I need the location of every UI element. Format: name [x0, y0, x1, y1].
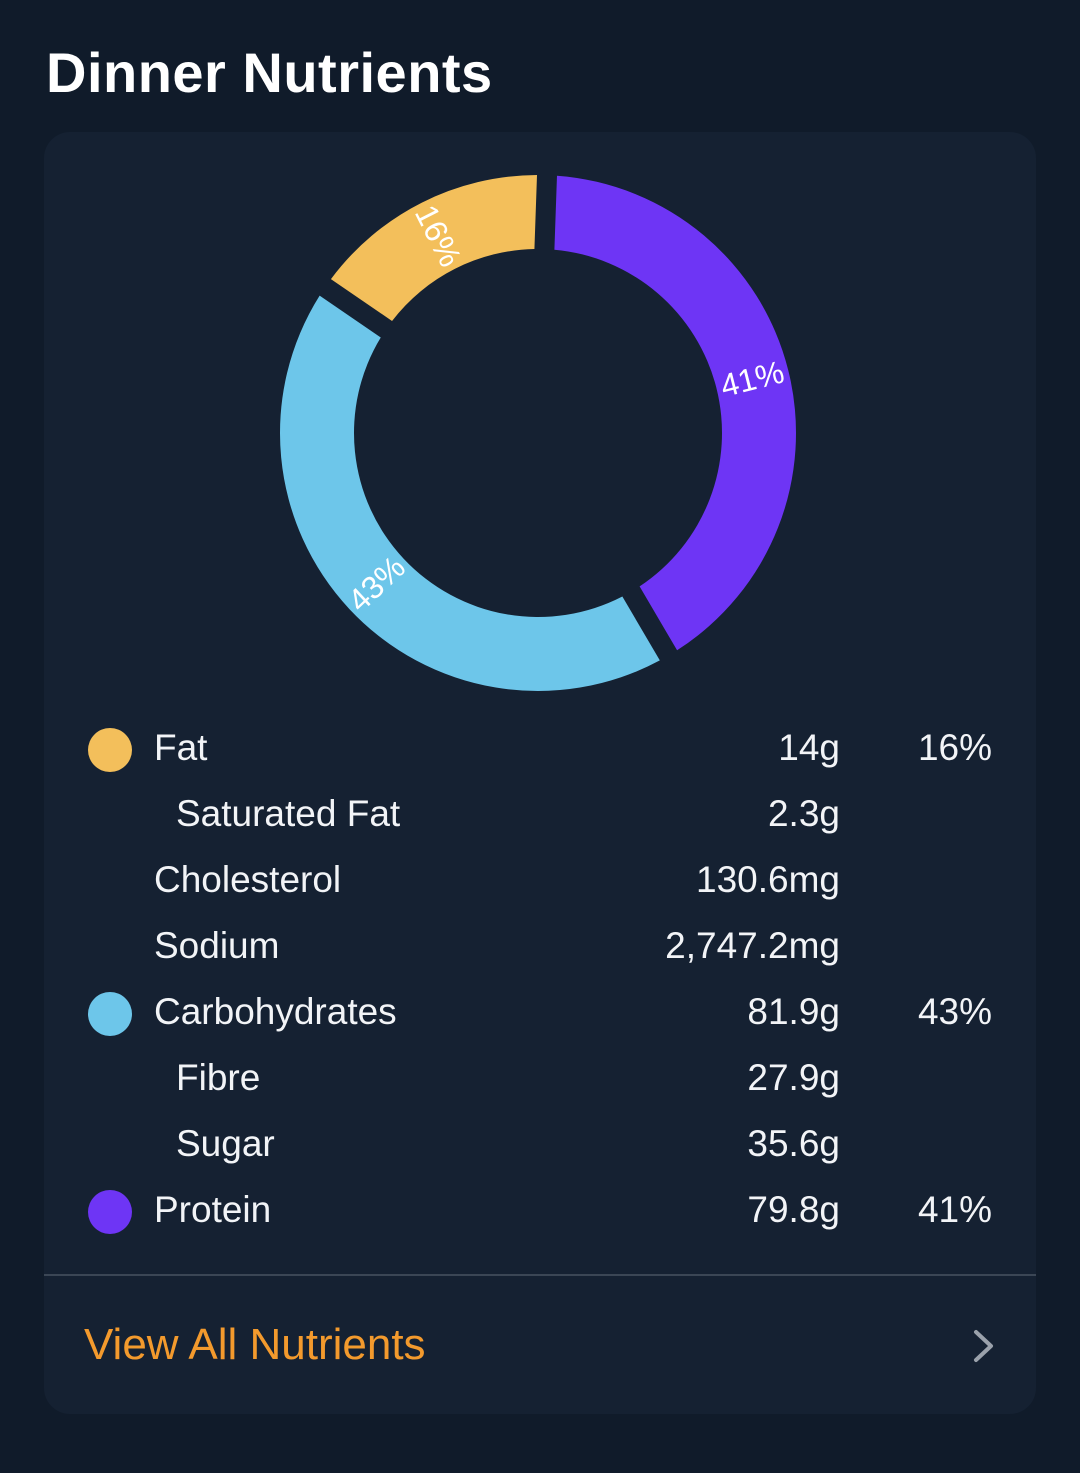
nutrient-name: Cholesterol [154, 859, 342, 900]
nutrient-amount: 14g [778, 727, 840, 768]
nutrient-amount: 81.9g [747, 991, 840, 1032]
nutrient-amount: 2.3g [767, 793, 840, 834]
nutrient-list: Fat 14g 16% Saturated Fat 2.3g Cholester… [44, 717, 1036, 1245]
nutrient-row-fibre: Fibre 27.9g [44, 1047, 1036, 1113]
view-all-nutrients-label: View All Nutrients [84, 1320, 426, 1369]
nutrient-name: Fat [154, 727, 208, 768]
nutrient-percent: 41% [917, 1189, 992, 1230]
fat-color-dot [88, 728, 132, 772]
nutrient-name: Protein [154, 1189, 272, 1230]
nutrients-card: 41% 43% 16% Fat 14g 16% Saturated Fat 2.3g… [44, 132, 1036, 1414]
nutrient-percent: 16% [917, 727, 992, 768]
view-all-nutrients-button[interactable]: View All Nutrients [44, 1276, 1036, 1414]
nutrient-row-saturated-fat: Saturated Fat 2.3g [44, 783, 1036, 849]
chevron-right-icon [974, 1330, 993, 1362]
macronutrient-donut-chart: 41%43%16% [280, 175, 796, 691]
nutrient-name: Sugar [176, 1123, 275, 1164]
nutrient-row-cholesterol: Cholesterol 130.6mg [44, 849, 1036, 915]
nutrient-amount: 2,747.2mg [665, 925, 840, 966]
nutrient-name: Sodium [154, 925, 280, 966]
nutrient-row-sodium: Sodium 2,747.2mg [44, 915, 1036, 981]
nutrient-amount: 27.9g [747, 1057, 840, 1098]
donut-slice-fat [330, 175, 538, 321]
nutrient-name: Fibre [176, 1057, 261, 1098]
nutrient-amount: 35.6g [747, 1123, 840, 1164]
page-title: Dinner Nutrients [46, 41, 493, 104]
nutrient-row-sugar: Sugar 35.6g [44, 1113, 1036, 1179]
nutrient-name: Saturated Fat [176, 793, 401, 834]
donut-slice-carbohydrates [280, 295, 660, 691]
carbohydrates-color-dot [88, 992, 132, 1036]
nutrient-name: Carbohydrates [154, 991, 397, 1032]
nutrient-row-protein: Protein 79.8g 41% [44, 1179, 1036, 1245]
nutrient-row-fat: Fat 14g 16% [44, 717, 1036, 783]
donut-slice-protein [554, 175, 796, 651]
nutrient-amount: 130.6mg [696, 859, 840, 900]
nutrient-row-carbohydrates: Carbohydrates 81.9g 43% [44, 981, 1036, 1047]
protein-color-dot [88, 1190, 132, 1234]
nutrient-amount: 79.8g [747, 1189, 840, 1230]
divider [44, 1274, 1036, 1276]
nutrient-percent: 43% [917, 991, 992, 1032]
